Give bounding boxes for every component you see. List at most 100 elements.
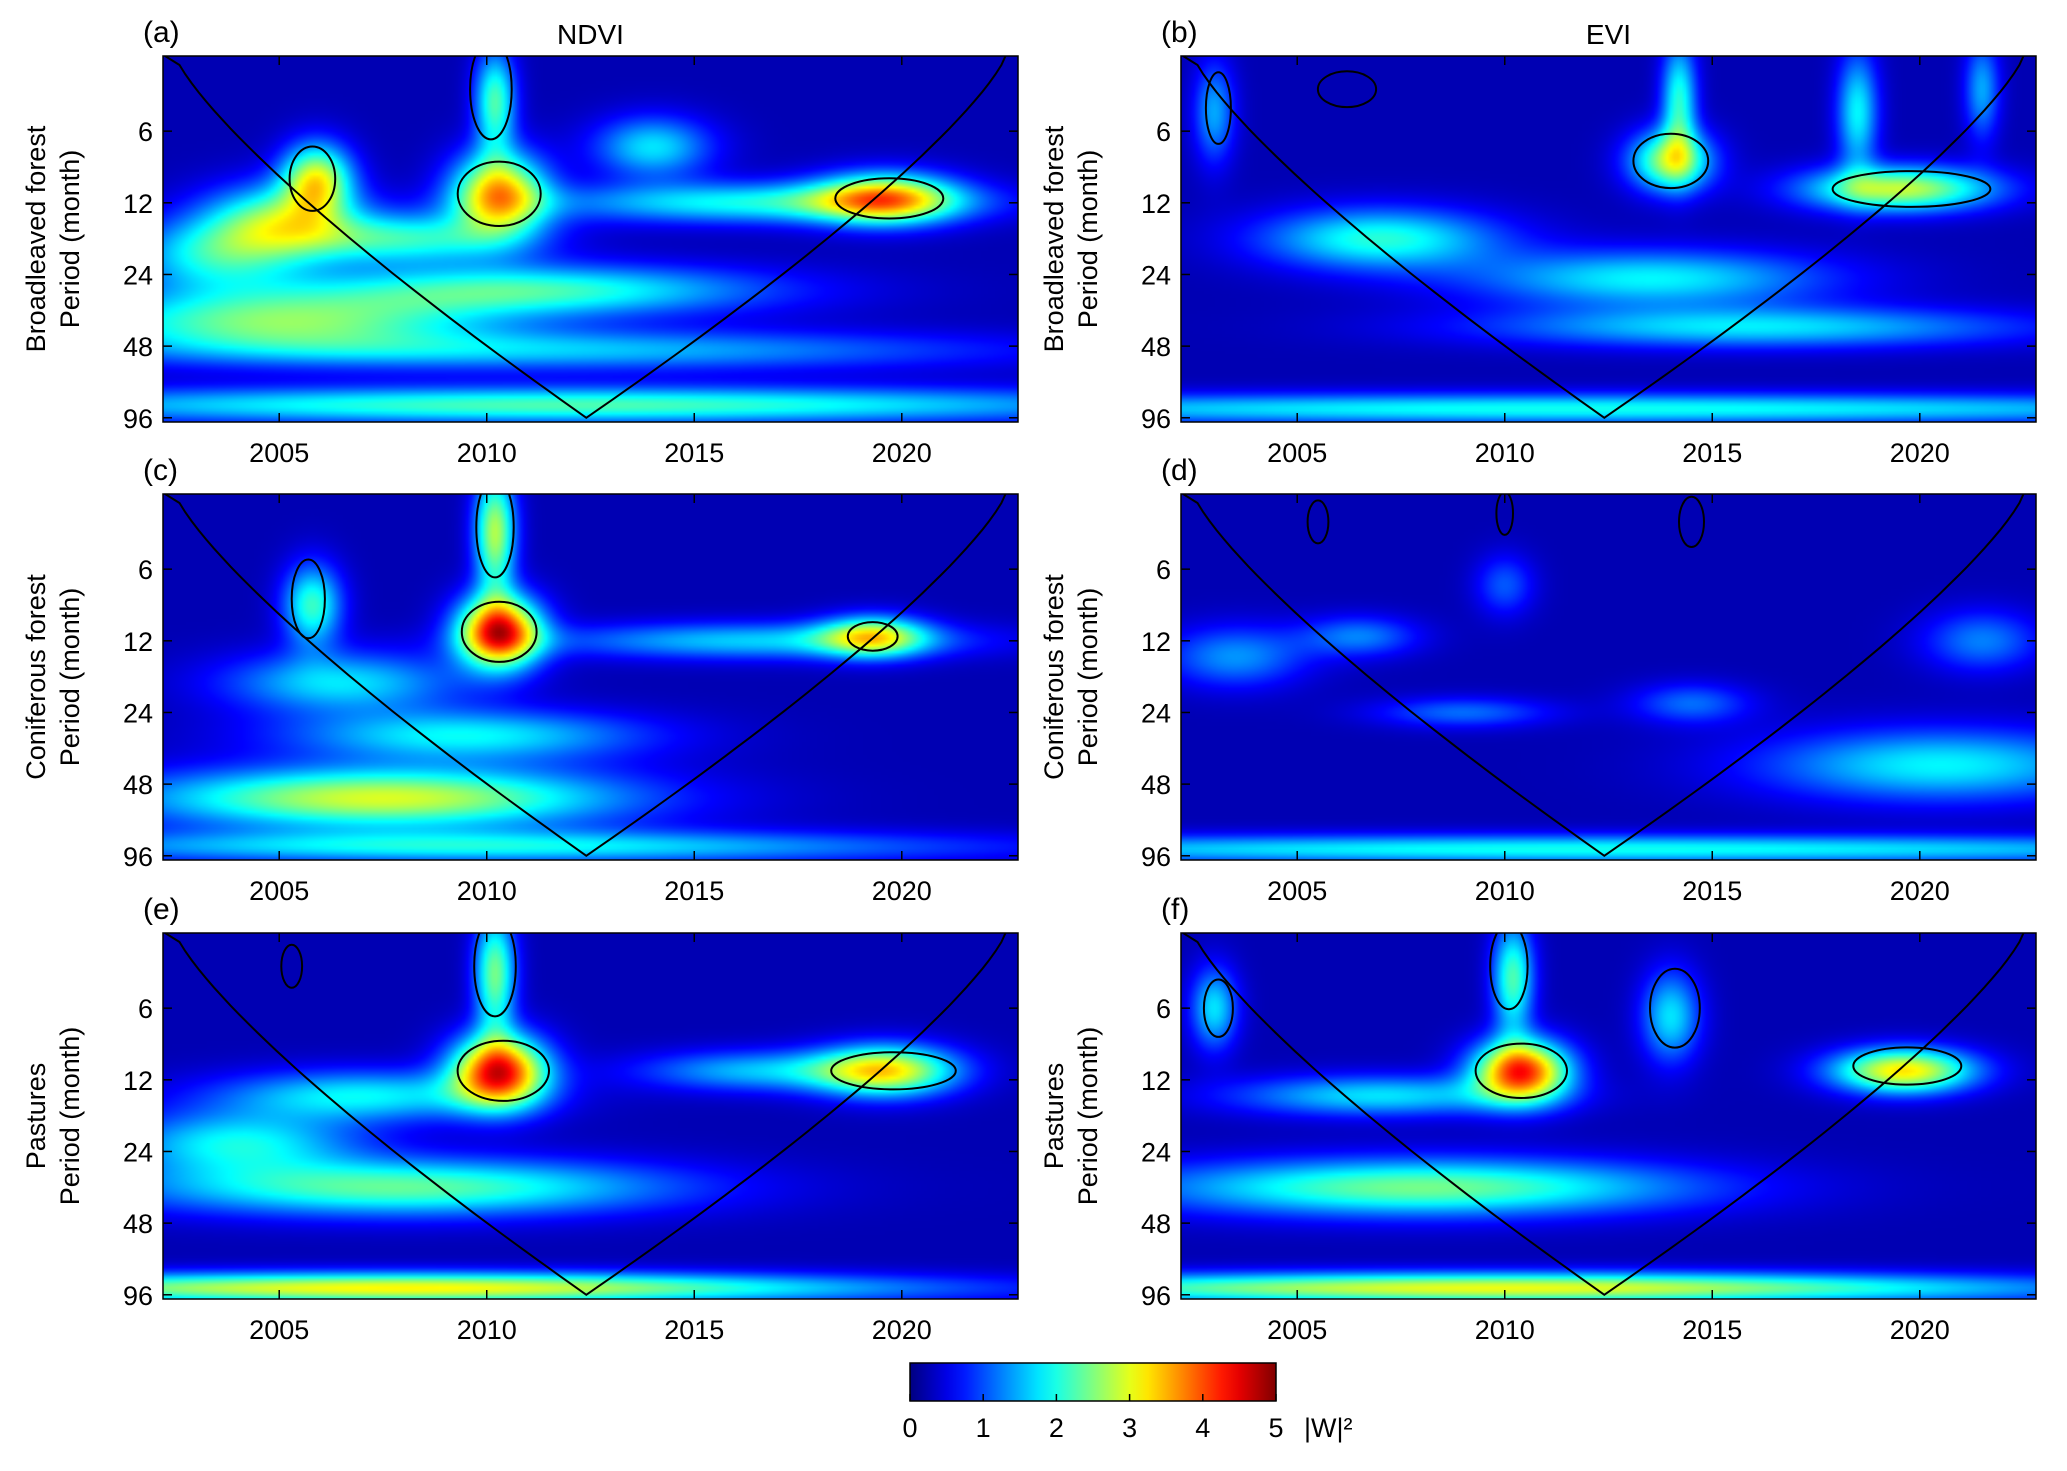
x-tick-label: 2010 <box>457 438 517 468</box>
column-title: NDVI <box>557 19 624 50</box>
panel-frame <box>162 493 1019 861</box>
x-tick-label: 2015 <box>1682 438 1742 468</box>
y-tick-label: 24 <box>1141 1137 1171 1167</box>
y-tick-label: 48 <box>123 332 153 362</box>
colorbar-label: |W|² <box>1304 1413 1353 1443</box>
significance-contour <box>1202 978 1234 1038</box>
y-axis-label: Period (month) <box>55 588 85 767</box>
cone-of-influence <box>164 933 1007 1297</box>
x-tick-label: 2020 <box>1890 438 1950 468</box>
y-axis-label: Pastures <box>1039 1063 1069 1170</box>
significance-contour <box>280 943 304 989</box>
y-tick-label: 48 <box>123 770 153 800</box>
heatmap-image <box>163 494 1018 860</box>
colorbar <box>909 1362 1277 1402</box>
x-tick-label: 2010 <box>1475 438 1535 468</box>
panel-label: (c) <box>143 454 178 487</box>
panel-frame <box>1180 493 2037 861</box>
significance-contour <box>1649 967 1701 1049</box>
y-tick-label: 48 <box>1141 770 1171 800</box>
panel-label: (e) <box>143 893 180 926</box>
x-tick-label: 2005 <box>249 1315 309 1345</box>
y-axis-label: Broadleaved forest <box>21 125 51 352</box>
significance-contour <box>846 621 899 652</box>
significance-contour <box>1495 494 1514 536</box>
panel <box>162 932 1019 1300</box>
y-axis-label: Period (month) <box>55 1027 85 1206</box>
x-tick-label: 2010 <box>1475 1315 1535 1345</box>
significance-contour <box>475 494 515 579</box>
column-title: EVI <box>1586 19 1631 50</box>
x-tick-label: 2010 <box>457 1315 517 1345</box>
heatmap-image <box>1181 494 2036 860</box>
heatmap-image <box>1181 56 2036 422</box>
panel-frame <box>162 55 1019 423</box>
y-tick-label: 12 <box>1141 189 1171 219</box>
y-tick-label: 6 <box>138 994 153 1024</box>
y-tick-label: 12 <box>1141 1066 1171 1096</box>
significance-contour <box>1474 1042 1569 1100</box>
significance-contour <box>1852 1046 1963 1086</box>
x-tick-label: 2005 <box>249 438 309 468</box>
y-tick-label: 12 <box>123 627 153 657</box>
y-tick-label: 12 <box>123 189 153 219</box>
x-tick-label: 2015 <box>1682 876 1742 906</box>
y-tick-label: 24 <box>123 698 153 728</box>
significance-contour <box>1306 499 1330 545</box>
y-tick-label: 96 <box>1141 1281 1171 1311</box>
x-tick-label: 2020 <box>872 876 932 906</box>
y-axis-label: Period (month) <box>1073 150 1103 329</box>
significance-contour <box>469 56 513 141</box>
y-axis-label: Period (month) <box>1073 1027 1103 1206</box>
y-tick-label: 24 <box>123 260 153 290</box>
cone-of-influence <box>164 494 1007 858</box>
colorbar-tick-label: 1 <box>976 1413 991 1443</box>
significance-contour <box>473 933 517 1018</box>
x-tick-label: 2015 <box>1682 1315 1742 1345</box>
significance-contour <box>288 145 337 212</box>
y-axis-label: Pastures <box>21 1063 51 1170</box>
y-tick-label: 6 <box>138 117 153 147</box>
y-tick-label: 12 <box>123 1066 153 1096</box>
y-tick-label: 6 <box>138 555 153 585</box>
colorbar-tick-label: 5 <box>1268 1413 1283 1443</box>
x-tick-label: 2020 <box>872 438 932 468</box>
x-tick-label: 2005 <box>1267 876 1327 906</box>
y-tick-label: 12 <box>1141 627 1171 657</box>
y-tick-label: 48 <box>123 1209 153 1239</box>
y-tick-label: 24 <box>1141 698 1171 728</box>
panel <box>1180 493 2037 861</box>
y-tick-label: 24 <box>1141 260 1171 290</box>
y-tick-label: 96 <box>1141 404 1171 434</box>
x-tick-label: 2015 <box>664 876 724 906</box>
panel-label: (d) <box>1161 454 1198 487</box>
significance-contour <box>834 177 945 220</box>
y-tick-label: 96 <box>123 404 153 434</box>
x-tick-label: 2010 <box>1475 876 1535 906</box>
colorbar-tick-label: 2 <box>1049 1413 1064 1443</box>
x-tick-label: 2005 <box>1267 1315 1327 1345</box>
cone-of-influence <box>164 56 1007 420</box>
heatmap-image <box>163 56 1018 422</box>
panel-label: (f) <box>1161 893 1189 926</box>
x-tick-label: 2015 <box>664 1315 724 1345</box>
panel <box>1180 55 2037 423</box>
panel-frame <box>1180 932 2037 1300</box>
significance-contour <box>1678 495 1705 549</box>
significance-contour <box>1831 170 1992 208</box>
significance-contour <box>1489 933 1529 1011</box>
x-tick-label: 2020 <box>1890 1315 1950 1345</box>
heatmap-image <box>1181 933 2036 1299</box>
significance-contour <box>1204 71 1232 145</box>
colorbar-tick-label: 4 <box>1195 1413 1210 1443</box>
y-axis-label: Period (month) <box>1073 588 1103 767</box>
y-tick-label: 96 <box>123 842 153 872</box>
y-tick-label: 6 <box>1156 555 1171 585</box>
panel <box>1180 932 2037 1300</box>
x-tick-label: 2015 <box>664 438 724 468</box>
significance-contour <box>290 558 326 640</box>
y-axis-label: Coniferous forest <box>1039 574 1069 780</box>
colorbar-tick-label: 0 <box>902 1413 917 1443</box>
